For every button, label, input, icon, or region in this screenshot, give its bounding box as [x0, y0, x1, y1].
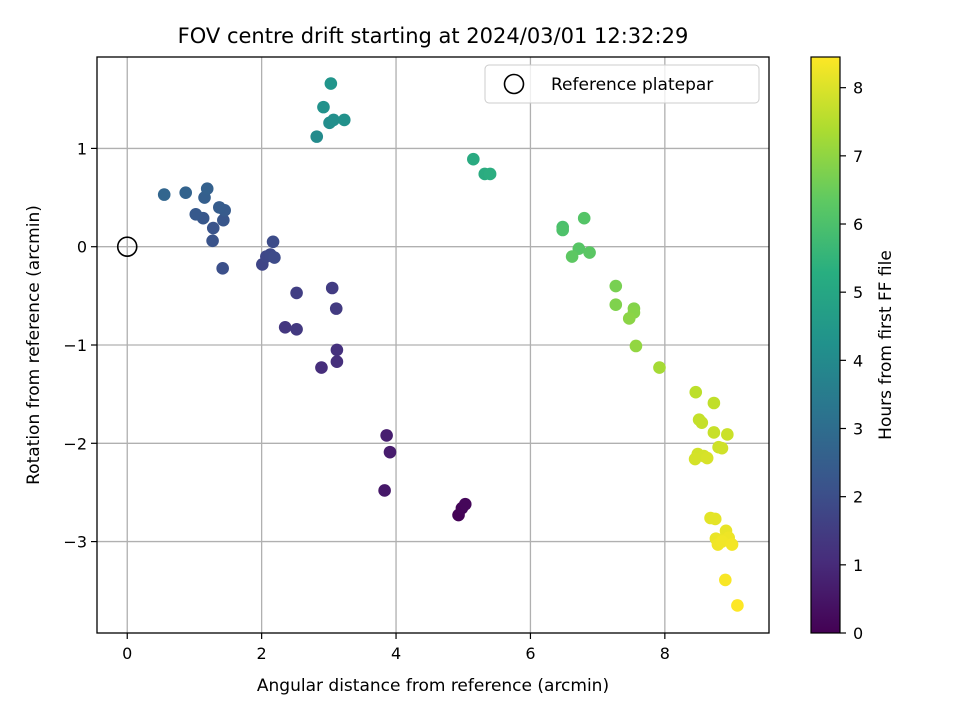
colorbar-tick-label: 3: [853, 420, 863, 439]
data-point: [378, 484, 391, 497]
data-point: [622, 312, 636, 325]
data-point: [689, 385, 703, 399]
data-point: [731, 599, 744, 612]
colorbar-ticks: 0 1 2 3 4 5 6 7 8: [840, 79, 863, 643]
data-point: [715, 441, 729, 455]
data-point: [707, 396, 721, 410]
x-axis-ticks: 0 2 4 6 8: [122, 633, 670, 663]
data-point: [330, 343, 344, 357]
y-tick-label: −1: [63, 336, 87, 355]
data-point: [653, 361, 666, 374]
legend-label: Reference platepar: [551, 75, 713, 95]
data-point: [695, 416, 709, 429]
data-point: [213, 201, 226, 214]
chart-title: FOV centre drift starting at 2024/03/01 …: [178, 24, 689, 48]
data-point: [317, 100, 330, 114]
data-point: [483, 167, 497, 181]
y-tick-label: 0: [77, 238, 87, 257]
data-point: [609, 279, 623, 293]
y-axis-label: Rotation from reference (arcmin): [24, 205, 44, 485]
colorbar-tick-label: 6: [853, 215, 863, 234]
data-point: [327, 113, 340, 127]
data-point: [719, 573, 732, 587]
data-point: [315, 361, 328, 374]
data-point: [206, 234, 219, 248]
y-tick-label: −3: [63, 533, 87, 552]
data-point: [216, 262, 229, 275]
colorbar-label: Hours from first FF file: [876, 250, 896, 440]
data-point: [688, 452, 702, 466]
grid: [97, 57, 769, 633]
data-point: [337, 113, 351, 127]
colorbar-tick-label: 0: [853, 624, 863, 643]
data-point: [725, 538, 739, 551]
data-point: [708, 512, 722, 526]
data-point: [329, 302, 343, 315]
data-point: [206, 221, 220, 235]
data-point: [700, 451, 714, 465]
data-point: [577, 211, 591, 225]
data-point: [458, 497, 472, 511]
colorbar-tick-label: 8: [853, 79, 863, 98]
x-tick-label: 8: [660, 644, 670, 663]
data-point: [290, 322, 303, 336]
colorbar: [810, 56, 841, 634]
data-points: [157, 77, 744, 612]
data-point: [189, 207, 203, 221]
colorbar-tick-label: 5: [853, 283, 863, 302]
x-tick-label: 6: [525, 644, 535, 663]
x-tick-label: 2: [257, 644, 267, 663]
colorbar-tick-label: 7: [853, 147, 863, 166]
legend-box: [484, 64, 760, 104]
colorbar-tick-label: 1: [853, 556, 863, 575]
data-point: [380, 429, 393, 442]
data-point: [268, 251, 281, 264]
legend-marker: [503, 73, 525, 95]
data-point: [609, 298, 623, 311]
data-point: [467, 152, 480, 166]
data-point: [707, 426, 721, 439]
data-point: [565, 250, 579, 263]
reference-marker: [116, 236, 138, 258]
data-point: [157, 188, 171, 201]
x-axis-label: Angular distance from reference (arcmin): [257, 676, 609, 696]
colorbar-tick-label: 4: [853, 351, 863, 370]
data-point: [383, 445, 397, 459]
data-point: [278, 321, 292, 334]
data-point: [217, 213, 230, 227]
x-tick-label: 4: [391, 644, 401, 663]
data-point: [290, 286, 303, 300]
data-point: [324, 77, 338, 90]
data-point: [556, 223, 569, 237]
data-point: [721, 428, 734, 441]
data-point: [200, 182, 214, 196]
data-point: [266, 235, 280, 249]
data-point: [330, 355, 344, 369]
data-point: [325, 281, 339, 295]
x-tick-label: 0: [122, 644, 132, 663]
data-point: [179, 186, 193, 199]
colorbar-tick-label: 2: [853, 488, 863, 507]
y-axis-ticks: −3 −2 −1 0 1: [63, 139, 97, 552]
data-point: [583, 246, 596, 259]
legend: Reference platepar: [484, 64, 760, 104]
data-point: [310, 130, 324, 143]
y-tick-label: 1: [77, 139, 87, 158]
data-point: [629, 339, 643, 353]
data-point: [715, 535, 729, 548]
y-tick-label: −2: [63, 434, 87, 453]
